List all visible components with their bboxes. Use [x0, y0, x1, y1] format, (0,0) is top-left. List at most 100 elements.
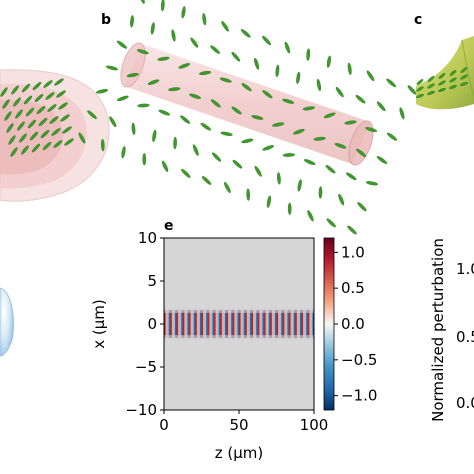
- director-rod: [126, 72, 139, 78]
- field-stripe: [248, 312, 251, 336]
- panel-e-heatmap: −10 −5 0 5 10 0 50 100 x (μm) z (μm) −1.0 −0.5 0…: [90, 229, 377, 462]
- colorbar-tick-label: 0.0: [341, 315, 365, 333]
- director-rod: [181, 168, 191, 178]
- field-stripe: [293, 312, 296, 336]
- field-stripe-edge: [235, 309, 238, 313]
- field-stripe-edge: [273, 335, 276, 339]
- field-stripe: [189, 312, 191, 336]
- field-stripe-edge: [293, 309, 296, 313]
- director-rod: [100, 138, 105, 152]
- director-rod: [306, 48, 311, 61]
- field-stripe-edge: [171, 335, 174, 339]
- field-stripe-edge: [174, 309, 177, 313]
- director-rod: [338, 193, 345, 206]
- field-stripe-edge: [201, 309, 204, 313]
- director-rod: [21, 83, 31, 93]
- field-stripe: [270, 312, 273, 336]
- director-rod: [399, 107, 405, 120]
- director-rod: [87, 110, 97, 120]
- field-stripe-edge: [207, 335, 210, 339]
- field-stripe-edge: [234, 335, 237, 339]
- field-stripe-edge: [312, 335, 315, 339]
- director-rod: [40, 129, 50, 139]
- field-stripe-edge: [273, 309, 276, 313]
- director-rod: [130, 15, 134, 28]
- field-stripe-edge: [264, 335, 266, 339]
- field-stripe-edge: [173, 335, 176, 339]
- field-stripe: [284, 312, 287, 336]
- director-rod: [221, 21, 229, 32]
- field-stripe-edge: [242, 335, 244, 339]
- field-stripe: [268, 312, 271, 336]
- field-stripe-edge: [301, 309, 304, 313]
- director-rod: [449, 77, 457, 83]
- field-stripe-edge: [251, 309, 254, 313]
- director-rods-c: [416, 67, 468, 99]
- field-stripe-edge: [240, 335, 243, 339]
- field-stripe-edge: [249, 309, 252, 313]
- field-stripe-edge: [243, 335, 246, 339]
- right-tick-3: 0.0: [456, 394, 474, 412]
- director-rod: [284, 41, 291, 54]
- director-rod: [210, 45, 220, 54]
- field-stripe: [290, 312, 293, 336]
- field-stripe-edge: [268, 335, 271, 339]
- field-stripe-edge: [298, 309, 301, 313]
- panel-c-surface: [416, 36, 474, 110]
- field-stripe: [178, 312, 180, 336]
- director-rod: [139, 0, 145, 4]
- director-rod: [15, 109, 23, 119]
- field-stripe-edge: [190, 335, 193, 339]
- field-stripe-edge: [282, 335, 285, 339]
- director-rod: [13, 97, 21, 107]
- director-rod: [56, 90, 66, 98]
- director-rod: [171, 29, 176, 42]
- field-stripe-edge: [284, 335, 287, 339]
- field-stripe-edge: [270, 309, 273, 313]
- field-stripe-edge: [179, 309, 182, 313]
- director-rod: [23, 95, 33, 105]
- director-rod: [49, 116, 59, 124]
- y-tick-label: −5: [135, 358, 157, 376]
- field-stripe-edge: [170, 335, 173, 339]
- field-stripe: [289, 312, 291, 336]
- field-stripe-edge: [224, 335, 227, 339]
- director-rod: [231, 51, 241, 62]
- panel-e-label: e: [164, 218, 174, 234]
- field-stripe: [199, 312, 202, 336]
- field-stripe: [173, 312, 176, 336]
- field-stripe: [165, 312, 168, 336]
- field-stripe-edge: [248, 309, 251, 313]
- field-stripe: [206, 312, 208, 336]
- x-tick-label: 50: [229, 416, 248, 434]
- field-stripe: [287, 312, 290, 336]
- director-rod: [54, 78, 64, 86]
- director-rod: [8, 135, 16, 145]
- director-rod: [302, 106, 316, 111]
- field-stripe-edge: [167, 335, 169, 339]
- field-stripe-edge: [198, 335, 201, 339]
- field-stripe-edge: [292, 335, 294, 339]
- field-stripe-edge: [190, 309, 193, 313]
- field-stripe: [218, 312, 221, 336]
- director-rod: [277, 172, 281, 185]
- field-stripe-edge: [304, 335, 307, 339]
- field-stripe-edge: [262, 309, 265, 313]
- field-stripe-edge: [279, 335, 282, 339]
- director-rod: [136, 49, 149, 55]
- field-stripe-edge: [214, 309, 216, 313]
- director-rod: [32, 81, 42, 91]
- field-stripe-edge: [271, 309, 274, 313]
- field-stripe-edge: [246, 335, 249, 339]
- field-stripe: [310, 312, 313, 336]
- field-stripe-edge: [228, 309, 230, 313]
- field-stripe-edge: [292, 309, 294, 313]
- field-stripe-edge: [189, 335, 191, 339]
- field-stripe: [306, 312, 308, 336]
- field-stripe-edge: [170, 309, 173, 313]
- field-stripe: [301, 312, 304, 336]
- field-stripe: [240, 312, 243, 336]
- director-rod: [438, 80, 446, 86]
- field-stripe-edge: [256, 335, 258, 339]
- director-rod: [31, 143, 41, 153]
